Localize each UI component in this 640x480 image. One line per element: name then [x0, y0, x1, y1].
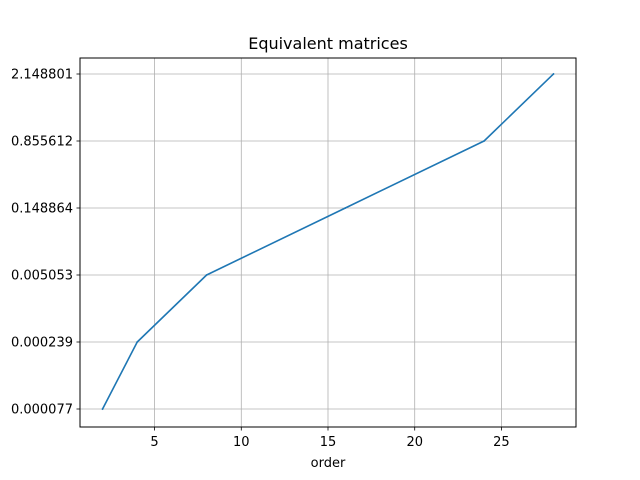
- x-tick-label: 20: [406, 435, 423, 450]
- data-point: [483, 140, 485, 142]
- series-layer: [101, 72, 555, 411]
- y-axis: 0.000077 0.000239 0.005053 0.148864 0.855612…: [11, 68, 80, 418]
- x-tick-label: 15: [320, 435, 337, 450]
- x-tick-label: 25: [493, 435, 510, 450]
- y-tick-label: 2.148801: [11, 68, 73, 83]
- data-point: [344, 207, 347, 209]
- y-tick-label: 0.005053: [11, 269, 73, 284]
- y-tick-label: 0.855612: [11, 135, 73, 150]
- data-point: [552, 73, 555, 75]
- data-point: [205, 274, 208, 276]
- series-line: [101, 72, 555, 411]
- y-tick-label: 0.000077: [11, 403, 73, 418]
- x-axis: 5 10 15 20 25: [150, 427, 510, 450]
- x-tick-label: 5: [150, 435, 158, 450]
- data-point: [136, 341, 139, 343]
- y-tick-label: 0.000239: [11, 336, 73, 351]
- grid: [80, 58, 576, 427]
- y-tick-label: 0.148864: [11, 202, 73, 217]
- chart-title: Equivalent matrices: [248, 34, 408, 53]
- data-point: [101, 408, 104, 410]
- x-tick-label: 10: [233, 435, 250, 450]
- x-axis-label: order: [311, 456, 346, 471]
